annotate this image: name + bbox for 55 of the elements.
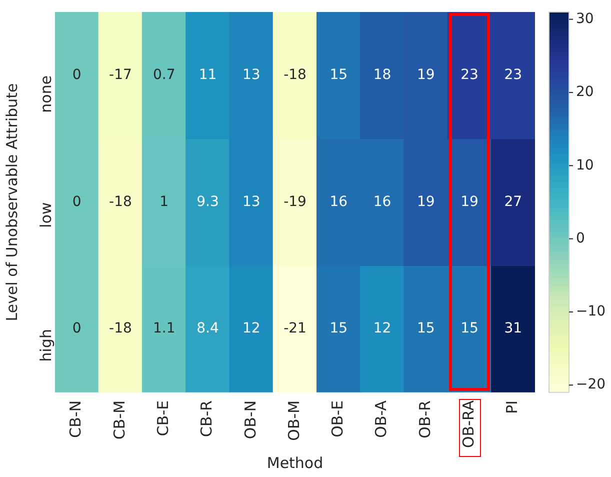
x-tick-label: CB-N [66, 400, 85, 438]
data-label: 15 [330, 67, 348, 84]
y-tick-label: low [36, 202, 55, 228]
data-label: 19 [416, 67, 435, 84]
x-tick-label: OB-N [241, 400, 260, 440]
data-label: -18 [109, 194, 132, 210]
color-bar-label: 30 [576, 10, 594, 27]
x-tick-label: OB-R [416, 400, 434, 438]
x-tick-label: OB-A [372, 400, 390, 438]
x-tick-label: CB-M [110, 400, 128, 440]
data-label: 0.7 [152, 67, 176, 84]
y-axis-title: Level of Unobservable Attribute [2, 83, 21, 322]
color-bar-label: 20 [576, 84, 594, 100]
data-label: 16 [373, 194, 392, 210]
data-label: 15 [330, 320, 348, 337]
data-label: 1 [160, 194, 169, 210]
data-label: 1.1 [152, 320, 176, 337]
data-label: -18 [284, 67, 306, 84]
x-tick-label: CB-E [154, 400, 172, 436]
data-label: 12 [373, 320, 392, 337]
data-label: 27 [504, 194, 522, 210]
data-label: 23 [504, 67, 522, 84]
x-tick-label: CB-R [198, 400, 216, 438]
data-label: 16 [330, 194, 348, 210]
data-label: 0 [72, 320, 82, 337]
x-tick-label: OB-E [328, 400, 347, 438]
data-label: 23 [460, 67, 478, 84]
data-label: -19 [284, 194, 306, 210]
data-label: 19 [460, 194, 478, 210]
data-label: -18 [109, 320, 132, 337]
data-label: 11 [198, 67, 217, 84]
color-bar-label: −10 [576, 304, 606, 320]
data-label: 31 [504, 320, 522, 337]
x-tick-label: OB-RA [459, 400, 478, 448]
data-label: 9.3 [196, 194, 219, 210]
color-bar-label: −20 [576, 376, 606, 393]
y-tick-label: high [36, 329, 55, 362]
data-label: 0 [72, 67, 82, 84]
data-label: 19 [416, 194, 435, 210]
data-label: 15 [416, 320, 435, 337]
x-axis-title: Method [266, 454, 324, 472]
x-tick-label: PI [503, 400, 522, 414]
data-label: 0 [72, 194, 82, 210]
data-label: 8.4 [196, 320, 219, 337]
data-label: 13 [242, 67, 260, 84]
data-label: 15 [460, 320, 478, 337]
data-label: -17 [109, 67, 132, 84]
color-bar-label: 10 [576, 157, 594, 174]
x-tick-label: OB-M [284, 400, 303, 441]
color-bar-label: 0 [576, 230, 585, 246]
data-label: 12 [242, 320, 260, 337]
data-label: 13 [242, 194, 260, 210]
data-label: -21 [284, 320, 306, 337]
data-label: 18 [373, 67, 392, 84]
y-tick-label: none [36, 75, 55, 113]
